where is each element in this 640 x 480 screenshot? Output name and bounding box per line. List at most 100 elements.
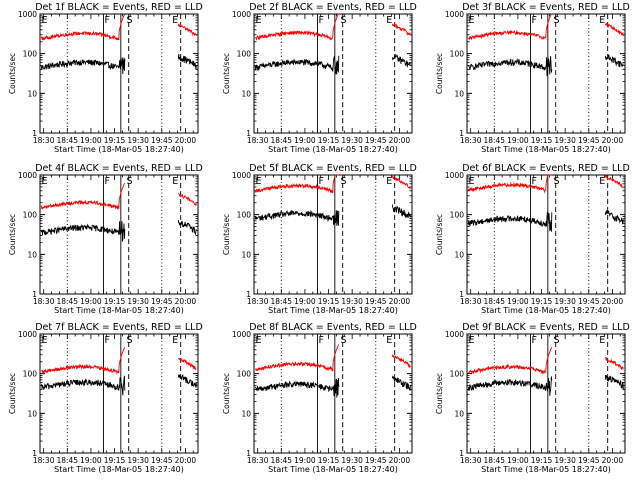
events-series-line <box>177 374 197 388</box>
x-axis-label: Start Time (18-Mar-05 18:27:40) <box>268 465 398 474</box>
lld-series-line <box>177 357 197 371</box>
plot-frame <box>39 333 199 454</box>
x-tick-label: 18:30 <box>460 456 482 465</box>
x-tick-label: 19:00 <box>80 136 102 145</box>
y-tick-label: 1000 <box>18 171 37 180</box>
segment-marker-label: S <box>127 15 133 26</box>
lld-series-line <box>40 347 126 375</box>
lld-series-line <box>604 22 624 37</box>
y-tick-label: 10 <box>454 409 464 418</box>
y-tick-label: 1 <box>246 449 251 458</box>
x-tick-label: 19:00 <box>507 297 529 306</box>
lld-series-line <box>254 174 339 194</box>
segment-marker-label: E <box>172 176 178 187</box>
segment-marker-label: E <box>599 176 605 187</box>
segment-marker-label: E <box>386 176 392 187</box>
x-tick-label: 18:45 <box>483 136 505 145</box>
x-tick-label: 19:00 <box>294 456 316 465</box>
x-tick-label: 20:00 <box>389 136 411 145</box>
events-series-line <box>177 219 197 236</box>
plot-frame <box>39 174 199 295</box>
x-tick-label: 20:00 <box>389 456 411 465</box>
segment-marker-label: S <box>341 15 347 26</box>
x-tick-label: 19:45 <box>578 136 600 145</box>
y-tick-label: 1 <box>459 129 464 138</box>
x-tick-label: 19:30 <box>127 456 149 465</box>
x-tick-label: 20:00 <box>602 297 624 306</box>
x-tick-label: 19:30 <box>341 136 363 145</box>
x-tick-label: 19:30 <box>341 456 363 465</box>
x-tick-label: 19:30 <box>554 136 576 145</box>
segment-marker-label: E <box>42 335 48 346</box>
segment-marker-label: F <box>319 15 324 26</box>
segment-marker-label: S <box>127 176 133 187</box>
panel-det-3: Det 3f BLACK = Events, RED = LLD Start Ti… <box>435 2 630 154</box>
y-tick-label: 1000 <box>18 10 37 19</box>
x-tick-label: 18:45 <box>483 297 505 306</box>
x-tick-label: 18:45 <box>56 456 78 465</box>
y-axis-label: Counts/sec <box>8 214 17 255</box>
y-tick-label: 100 <box>23 50 38 59</box>
y-tick-label: 1 <box>32 290 37 299</box>
plot-frame <box>253 13 413 134</box>
y-tick-label: 1 <box>32 129 37 138</box>
segment-marker-label: F <box>319 335 324 346</box>
segment-marker-label: E <box>386 335 392 346</box>
lld-series-line <box>255 13 339 41</box>
segment-marker-label: S <box>341 335 347 346</box>
events-series-line <box>604 374 624 390</box>
x-tick-label: 20:00 <box>389 297 411 306</box>
x-tick-label: 19:15 <box>104 456 126 465</box>
lld-series-line <box>391 353 411 369</box>
segment-marker-label: F <box>105 176 110 187</box>
x-tick-label: 18:30 <box>33 297 55 306</box>
x-tick-label: 19:00 <box>294 297 316 306</box>
events-series-line <box>467 211 553 232</box>
segment-marker-label: E <box>599 15 605 26</box>
segment-marker-label: E <box>172 15 178 26</box>
y-tick-label: 10 <box>241 409 251 418</box>
x-tick-label: 19:15 <box>531 297 553 306</box>
lld-series-line <box>177 23 197 37</box>
x-tick-label: 20:00 <box>602 136 624 145</box>
events-series-line <box>391 53 411 68</box>
lld-series-line <box>255 344 340 372</box>
segment-marker-label: S <box>554 15 560 26</box>
x-tick-label: 19:15 <box>318 297 340 306</box>
segment-marker-label: S <box>554 176 560 187</box>
x-tick-label: 19:30 <box>554 297 576 306</box>
x-tick-label: 19:45 <box>365 136 387 145</box>
y-tick-label: 100 <box>23 370 38 379</box>
segment-marker-label: E <box>256 15 262 26</box>
y-tick-label: 100 <box>450 50 465 59</box>
panel-title: Det 1f BLACK = Events, RED = LLD <box>35 2 203 13</box>
segment-marker-label: F <box>105 335 110 346</box>
x-axis-label: Start Time (18-Mar-05 18:27:40) <box>54 465 184 474</box>
x-tick-label: 19:00 <box>80 456 102 465</box>
segment-marker-label: E <box>256 176 262 187</box>
lld-series-line <box>468 13 552 41</box>
y-tick-label: 10 <box>241 89 251 98</box>
x-tick-label: 19:15 <box>531 456 553 465</box>
y-axis-label: Counts/sec <box>222 53 231 94</box>
plot-frame <box>466 13 626 134</box>
x-tick-label: 18:30 <box>33 456 55 465</box>
events-series-line <box>40 57 126 75</box>
x-tick-label: 18:30 <box>247 456 269 465</box>
panel-det-9: Det 9f BLACK = Events, RED = LLD Start Ti… <box>435 322 630 474</box>
segment-marker-label: F <box>532 15 537 26</box>
events-series-line <box>40 221 126 242</box>
lld-series-line <box>604 174 624 189</box>
plot-frame <box>253 174 413 295</box>
events-series-line <box>604 210 624 225</box>
y-tick-label: 100 <box>450 370 465 379</box>
panel-title: Det 6f BLACK = Events, RED = LLD <box>462 163 630 174</box>
panel-title: Det 5f BLACK = Events, RED = LLD <box>249 163 417 174</box>
y-tick-label: 10 <box>454 250 464 259</box>
panel-title: Det 3f BLACK = Events, RED = LLD <box>462 2 630 13</box>
x-tick-label: 20:00 <box>175 456 197 465</box>
x-tick-label: 19:00 <box>80 297 102 306</box>
y-tick-label: 10 <box>27 89 37 98</box>
y-tick-label: 100 <box>237 211 252 220</box>
events-series-line <box>391 204 411 219</box>
